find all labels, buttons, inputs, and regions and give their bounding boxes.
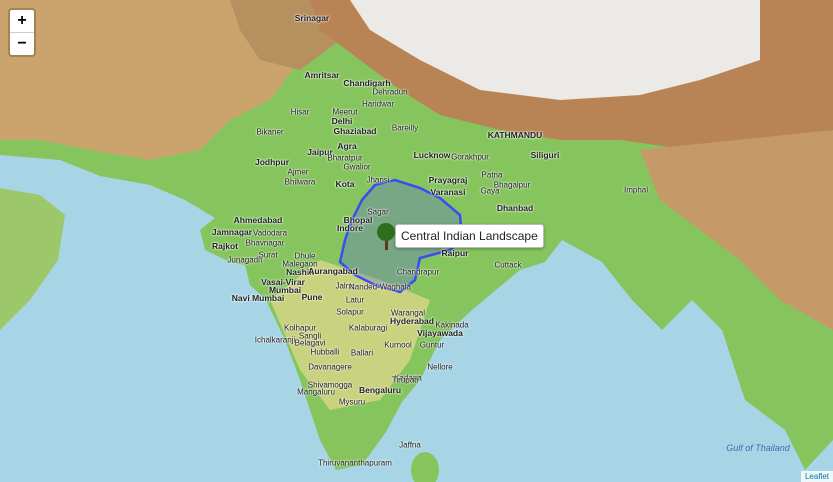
place-label: Ichalkaranji — [254, 335, 296, 345]
tooltip: Central Indian Landscape — [395, 224, 544, 248]
place-label: Kolhapur — [283, 323, 317, 333]
place-label: Gaya — [480, 186, 500, 196]
place-label: Nashik — [286, 267, 314, 277]
place-label: Kadapa — [394, 373, 422, 383]
place-label: Jalna — [335, 281, 355, 291]
place-label: Dehradun — [372, 87, 408, 97]
place-label: Mysuru — [338, 397, 366, 407]
place-label: Nanded-Waghala — [349, 282, 411, 292]
place-label: Chandigarh — [343, 78, 391, 88]
place-label: Kakinada — [435, 320, 469, 330]
deccan — [270, 260, 430, 410]
place-label: Mumbai — [268, 285, 302, 295]
place-label: Rajkot — [212, 241, 238, 251]
place-label: Belagavi — [294, 338, 326, 348]
place-label: Sangli — [298, 331, 322, 341]
place-label: KATHMANDU — [487, 130, 543, 140]
place-label: Malegaon — [282, 259, 318, 269]
place-label: Hubballi — [310, 347, 340, 357]
place-label: Chandrapur — [396, 267, 440, 277]
place-label: Sagar — [367, 207, 389, 217]
place-label: Bhavnagar — [245, 238, 285, 248]
place-label: Nellore — [427, 362, 453, 372]
place-label: Junagadh — [227, 255, 263, 265]
place-label: Vadodara — [252, 228, 288, 238]
place-label: Davanagere — [308, 362, 352, 372]
tibet-snow — [350, 0, 760, 100]
place-label: Aurangabad — [308, 266, 358, 276]
place-label: Ghaziabad — [333, 126, 377, 136]
place-label: Bharatpur — [327, 153, 363, 163]
place-label: Patna — [481, 170, 503, 180]
place-label: Bengaluru — [358, 385, 402, 395]
place-label: Raipur — [441, 248, 469, 258]
place-label: Jaffna — [399, 440, 421, 450]
place-label: Gorakhpur — [451, 152, 489, 162]
place-label: Ajmer — [287, 167, 309, 177]
place-label: Cuttack — [494, 260, 522, 270]
west-hills — [230, 0, 340, 70]
place-label: Solapur — [336, 307, 364, 317]
place-label: Latur — [345, 295, 365, 305]
place-label: Bikaner — [256, 127, 284, 137]
place-label: Vijayawada — [417, 328, 463, 338]
place-label: Surat — [258, 250, 278, 260]
place-label: Kota — [335, 179, 355, 189]
place-label: Kurnool — [384, 340, 412, 350]
place-label: Kalaburagi — [348, 323, 388, 333]
place-label: Siliguri — [530, 150, 560, 160]
place-label: Pune — [301, 292, 323, 302]
place-label: Mangaluru — [297, 387, 335, 397]
place-label: Amritsar — [304, 70, 340, 80]
place-label: Indore — [337, 223, 363, 233]
arabia — [0, 188, 65, 330]
place-label: Imphal — [623, 185, 649, 195]
zoom-control: + − — [8, 8, 36, 57]
place-label: Agra — [337, 141, 357, 151]
place-label: Hisar — [290, 107, 310, 117]
place-label: Haridwar — [361, 99, 395, 109]
place-label: Bhopal — [343, 215, 373, 225]
place-label: Gulf of Thailand — [726, 443, 790, 453]
place-label: Meerut — [332, 107, 358, 117]
place-label: Warangal — [391, 308, 425, 318]
west-highlands — [0, 0, 310, 160]
place-label: Dhule — [294, 251, 316, 261]
zoom-out[interactable]: − — [10, 32, 34, 55]
east-mountains — [640, 130, 833, 330]
place-label: Ahmedabad — [233, 215, 283, 225]
place-label: Dhanbad — [496, 203, 534, 213]
place-label: Navi Mumbai — [231, 293, 285, 303]
place-label: Jaipur — [307, 147, 333, 157]
place-label: Bareilly — [391, 123, 419, 133]
place-label: Ballari — [350, 348, 374, 358]
place-label: Tirupati — [391, 375, 419, 385]
attribution[interactable]: Leaflet — [800, 471, 833, 482]
place-label: Vasai-Virar — [261, 277, 305, 287]
place-label: Jodhpur — [255, 157, 289, 167]
place-label: Varanasi — [430, 187, 466, 197]
place-label: Thiruvananthapuram — [318, 458, 392, 468]
place-label: Bhagalpur — [493, 180, 531, 190]
place-label: Srinagar — [294, 13, 330, 23]
place-label: Prayagraj — [428, 175, 468, 185]
place-label: Lucknow — [413, 150, 451, 160]
sri-lanka — [411, 452, 439, 482]
zoom-in[interactable]: + — [17, 12, 27, 29]
place-label: Delhi — [331, 116, 353, 126]
tree-icon — [377, 223, 395, 250]
place-label: Gwalior — [343, 162, 371, 172]
place-label: Jamnagar — [211, 227, 253, 237]
place-label: Shivamogga — [307, 380, 353, 390]
place-label: Hyderabad — [390, 316, 434, 326]
place-label: Jhansi — [366, 175, 390, 185]
place-label: Guntur — [419, 340, 445, 350]
place-label: Bhilwara — [284, 177, 316, 187]
